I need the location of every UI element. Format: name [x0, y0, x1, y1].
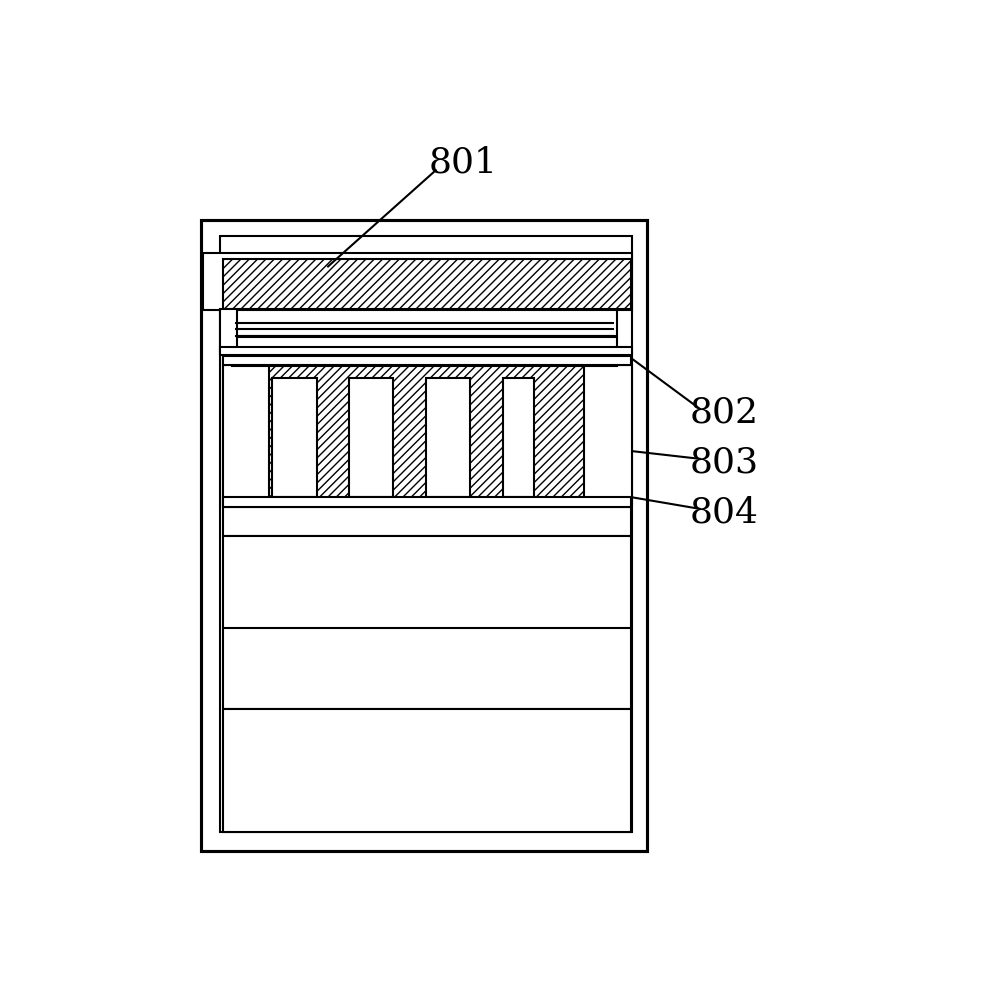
Text: 803: 803 — [690, 446, 759, 480]
Text: 801: 801 — [428, 146, 497, 180]
Bar — [222, 365, 269, 505]
Bar — [222, 497, 631, 507]
Bar — [222, 259, 631, 309]
Bar — [204, 253, 633, 310]
Bar — [231, 337, 617, 353]
Bar — [222, 359, 631, 505]
Bar — [231, 310, 617, 336]
Text: 802: 802 — [690, 396, 759, 430]
Bar — [220, 347, 633, 355]
Bar — [220, 236, 633, 832]
Bar — [220, 309, 237, 351]
Bar — [272, 378, 317, 497]
Bar — [222, 536, 631, 709]
Bar — [201, 220, 647, 851]
Bar — [222, 709, 631, 832]
Bar — [349, 378, 393, 497]
Bar — [222, 507, 631, 536]
Text: 804: 804 — [690, 496, 759, 530]
Bar — [584, 365, 632, 505]
Bar — [426, 378, 471, 497]
Bar — [502, 378, 533, 497]
Bar — [231, 355, 617, 366]
Bar — [222, 356, 631, 365]
